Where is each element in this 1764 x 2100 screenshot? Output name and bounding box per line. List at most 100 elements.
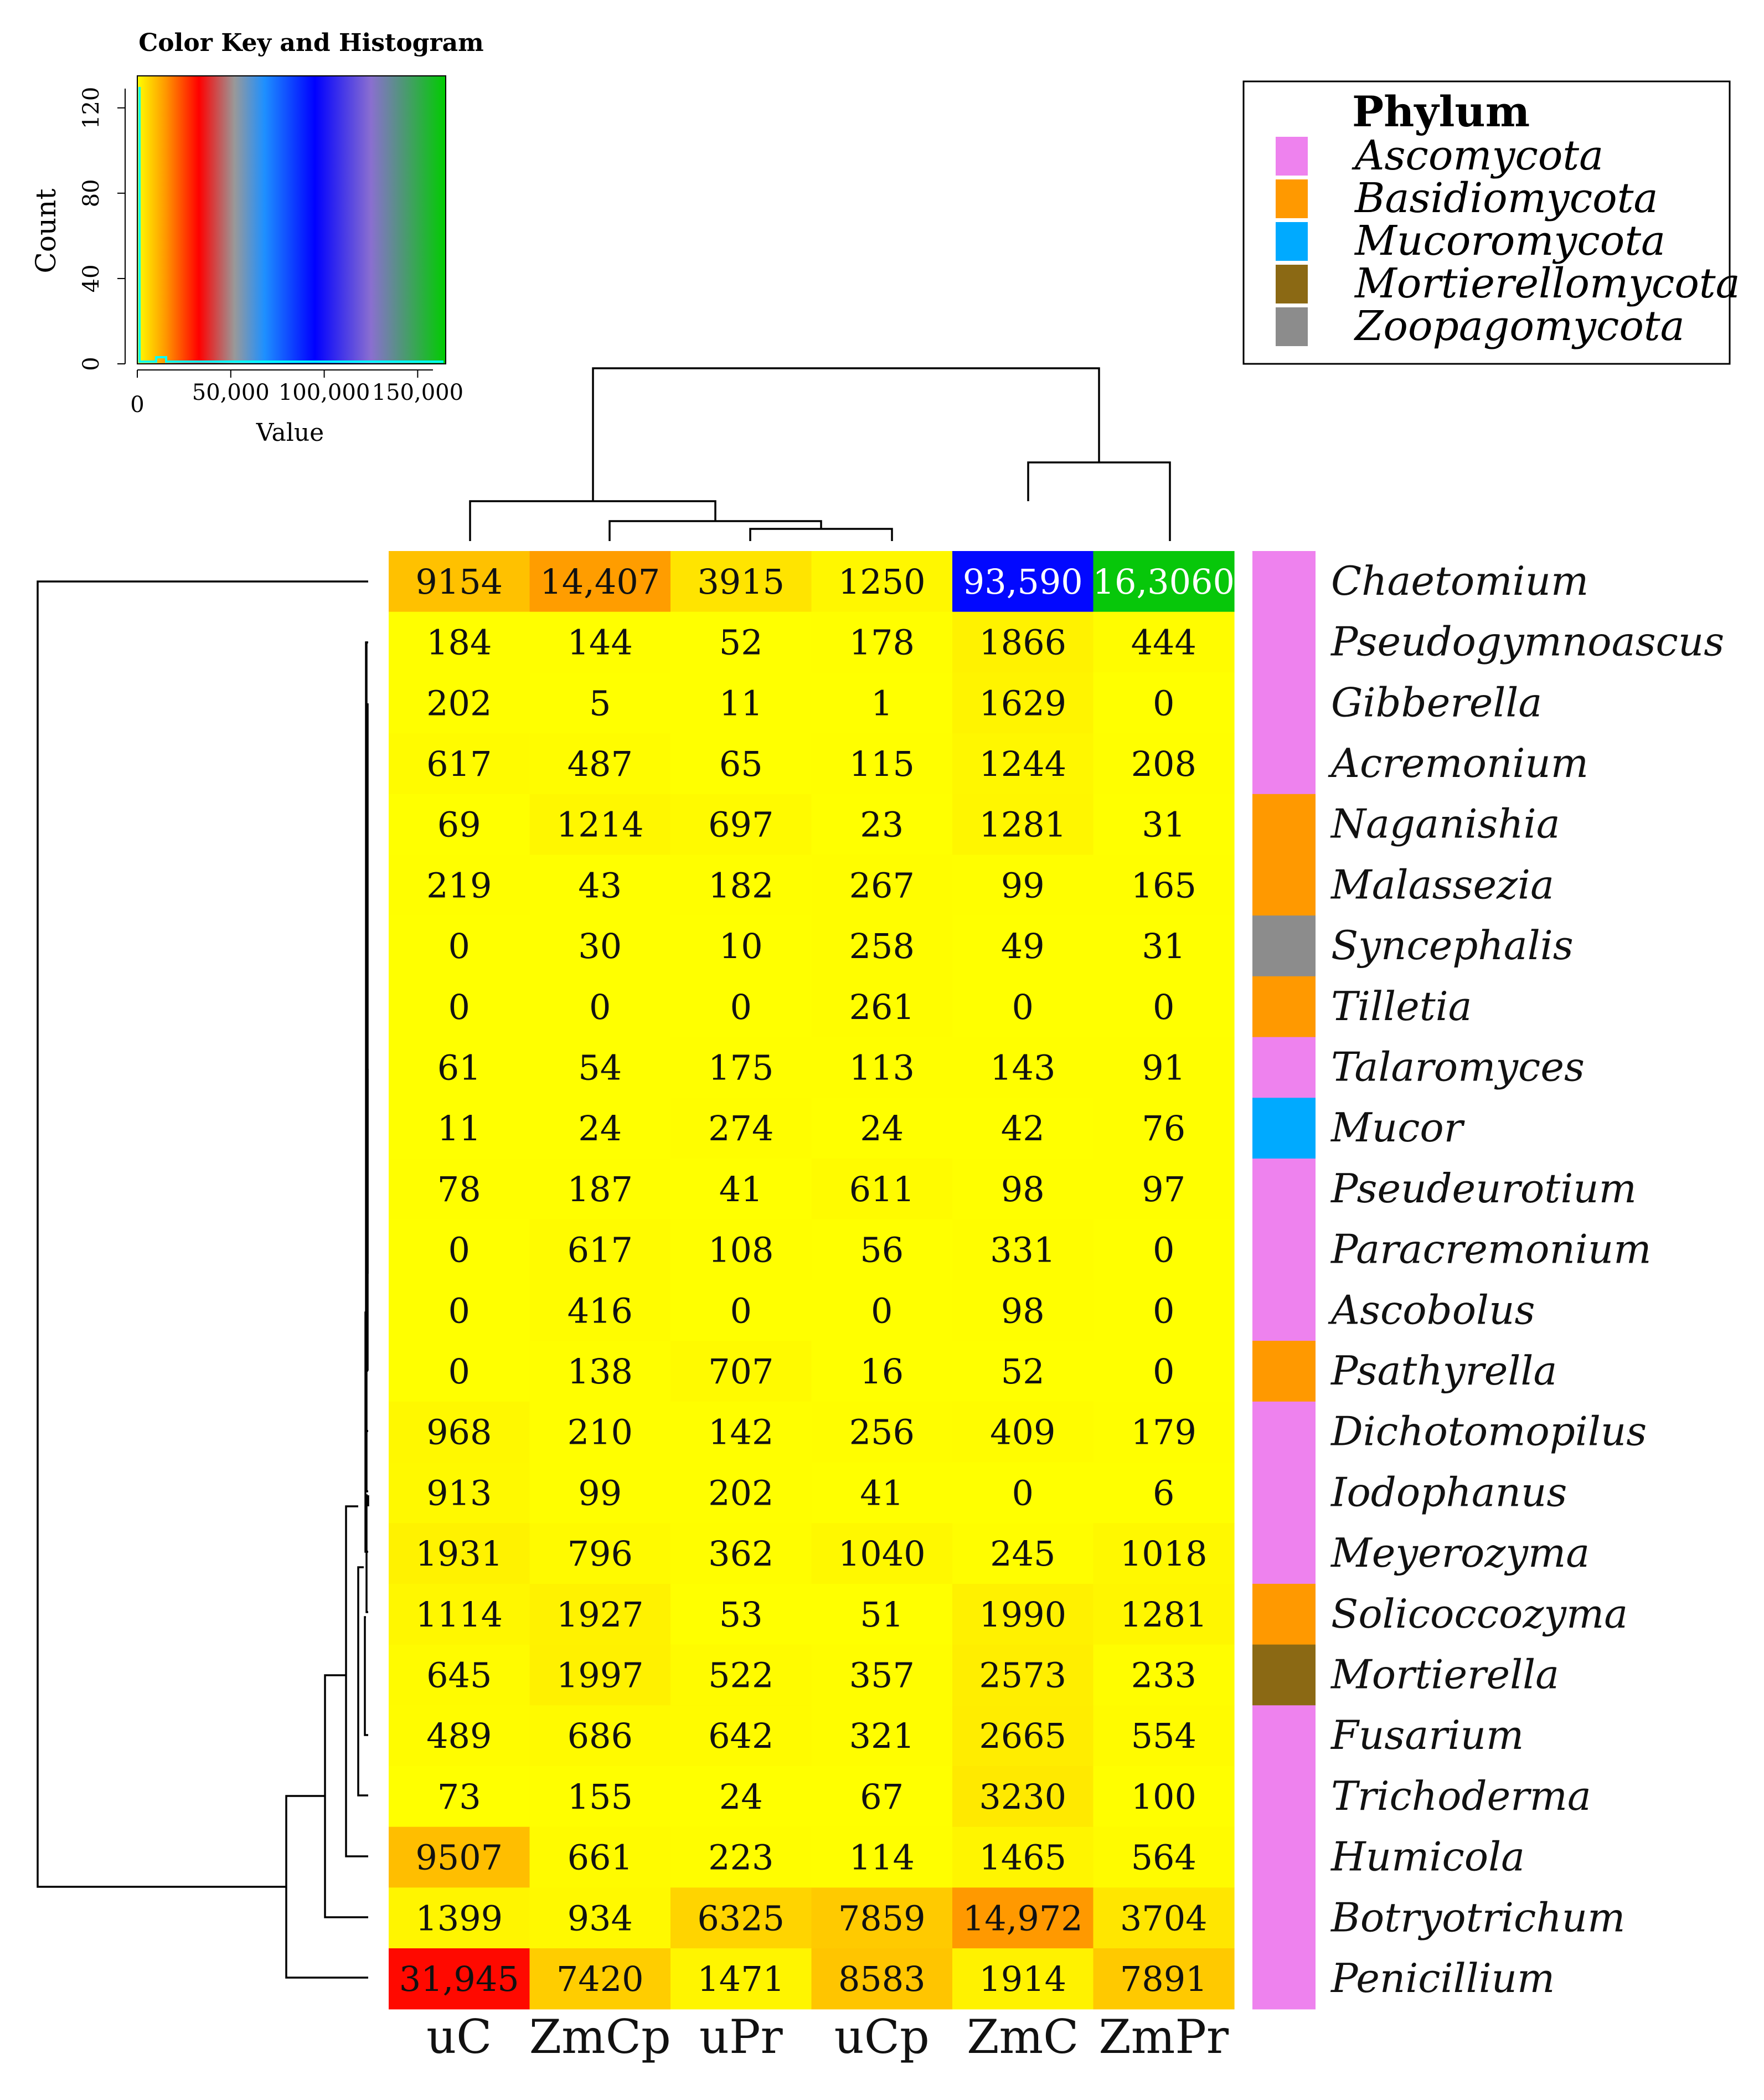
heatmap-cell [529,855,671,916]
heatmap-cell [670,733,812,795]
cell-value-label: 9507 [415,1837,503,1878]
cell-value-label: 1244 [979,744,1066,784]
heatmap-cell [670,1705,812,1767]
row-label: Solicoccozyma [1331,1591,1628,1637]
column-label: ZmC [967,2010,1079,2064]
heatmap-cell [1093,1948,1235,2010]
heatmap-cell [529,976,671,1038]
heatmap-cell [670,1219,812,1280]
heatmap-cell [1093,1644,1235,1706]
heatmap-cell [529,1583,671,1645]
heatmap-cell [389,1826,530,1888]
cell-value-label: 99 [578,1473,622,1513]
cell-value-label: 245 [990,1533,1055,1574]
cell-value-label: 51 [860,1594,904,1635]
row-label: Pseudeurotium [1330,1165,1637,1212]
heatmap-cell [952,733,1094,795]
cell-value-label: 1281 [1120,1594,1208,1635]
heatmap-cell [529,1766,671,1828]
cell-value-label: 91 [1142,1047,1185,1088]
cell-value-label: 184 [426,622,492,663]
row-label: Iodophanus [1330,1469,1567,1515]
cell-value-label: 9154 [415,562,503,602]
cell-value-label: 1931 [415,1533,503,1574]
row-label: Tilletia [1331,983,1472,1030]
heatmap-cell [952,551,1094,612]
cell-value-label: 16,3060 [1093,562,1235,602]
phylum-bar-segment [1252,1159,1316,1220]
cell-value-label: 0 [448,1230,470,1270]
heatmap-cell [952,1098,1094,1159]
heatmap-cell [670,1766,812,1828]
cell-value-label: 78 [437,1169,481,1209]
row-label: Chaetomium [1331,558,1588,604]
cell-value-label: 0 [1153,683,1174,723]
cell-value-label: 1465 [979,1837,1066,1878]
heatmap-cell [389,1219,530,1280]
legend-swatch [1276,307,1308,346]
cell-value-label: 97 [1142,1169,1185,1209]
cell-value-label: 11 [719,683,763,723]
column-label: uPr [699,2010,783,2064]
heatmap-cell [952,1948,1094,2010]
heatmap-cell [952,976,1094,1038]
cell-value-label: 142 [708,1412,773,1453]
phylum-bar-segment [1252,1401,1316,1463]
legend-label: Basidiomycota [1354,174,1658,222]
cell-value-label: 233 [1131,1655,1196,1695]
column-label: uC [426,2010,492,2064]
cell-value-label: 274 [708,1108,773,1149]
heatmap-cell [952,1644,1094,1706]
heatmap-cell [952,1766,1094,1828]
heatmap-cell [811,1523,953,1584]
cell-value-label: 1040 [838,1533,926,1574]
cell-value-label: 489 [426,1716,492,1756]
heatmap-cell [670,551,812,612]
cell-value-label: 54 [578,1047,622,1088]
heatmap-cell [389,611,530,673]
row-label: Syncephalis [1331,922,1574,969]
phylum-bar-segment [1252,1037,1316,1098]
color-key: Color Key and Histogram 0 40 80 120 0 50,000… [30,29,484,447]
legend-frame [1242,80,1731,365]
phylum-bar-segment [1252,1462,1316,1523]
heatmap-cell [389,1583,530,1645]
heatmap-cell [1093,794,1235,856]
heatmap-cell [811,1766,953,1828]
heatmap-cell [670,1887,812,1949]
cell-value-label: 645 [426,1655,492,1695]
x-tick-label: 0 [130,392,144,418]
heatmap-cell [529,1401,671,1463]
heatmap-cell [811,672,953,734]
heatmap-cell [389,551,530,612]
heatmap-cell [811,1644,953,1706]
cell-value-label: 0 [589,987,611,1027]
heatmap-cell [529,1159,671,1220]
cell-value-label: 11 [437,1108,481,1149]
heatmap-cell [389,915,530,977]
heatmap-cell [389,1523,530,1584]
phylum-bar-segment [1252,1280,1316,1341]
column-dendrogram [469,367,1171,541]
cell-value-label: 1281 [979,805,1066,845]
cell-value-label: 0 [1153,1230,1174,1270]
heatmap-cell [1093,1401,1235,1463]
phylum-bar-segment [1252,1583,1316,1645]
row-label: Acremonium [1328,740,1588,786]
cell-value-label: 444 [1131,622,1196,663]
heatmap-cell [529,1644,671,1706]
heatmap-cells [389,551,1235,2010]
heatmap-cell [670,1098,812,1159]
heatmap-cell [529,1462,671,1523]
cell-value-label: 1399 [415,1898,503,1938]
cell-value-label: 175 [708,1047,773,1088]
row-label: Naganishia [1330,801,1560,847]
heatmap-cell [529,551,671,612]
cell-value-label: 261 [849,987,915,1027]
column-labels: uC ZmCp uPr uCp ZmC ZmPr [426,2010,1229,2064]
row-dendro-branch [366,763,368,998]
cell-value-label: 24 [719,1777,763,1817]
